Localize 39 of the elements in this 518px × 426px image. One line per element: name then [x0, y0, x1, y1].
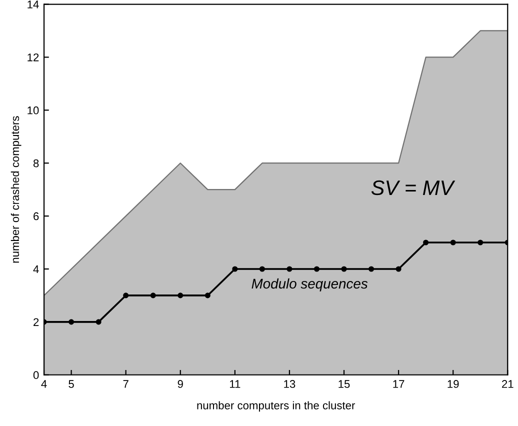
y-tick-label: 6 — [34, 212, 39, 220]
point — [423, 240, 429, 246]
x-tick-label: 13 — [284, 380, 296, 388]
y-tick-label: 4 — [33, 265, 39, 274]
x-axis-title: number computers in the cluster — [197, 401, 356, 412]
point — [150, 292, 156, 298]
point — [341, 266, 347, 272]
series-label: Modulo sequences — [252, 278, 368, 292]
x-tick-label: 17 — [393, 380, 404, 388]
y-tick-label: 8 — [33, 159, 39, 168]
point — [68, 319, 74, 325]
line-series — [44, 240, 508, 325]
y-tick-label: 0 — [33, 371, 39, 380]
point — [259, 266, 265, 272]
y-tick-label: 10 — [28, 106, 39, 114]
point — [96, 319, 102, 325]
point — [314, 266, 320, 272]
series-label: SV = MV — [371, 180, 456, 196]
x-tick-label: 11 — [230, 380, 240, 388]
point — [368, 266, 374, 272]
x-tick-label: 9 — [178, 380, 183, 388]
x-tick-label: 21 — [502, 380, 514, 388]
point — [232, 266, 238, 272]
point — [178, 292, 184, 298]
point — [204, 292, 210, 298]
y-tick-label: 12 — [28, 53, 39, 62]
y-tick-label: 2 — [34, 318, 39, 326]
x-tick-label: 5 — [68, 380, 74, 388]
point — [396, 266, 402, 272]
y-axis-title: number of crashed computers — [10, 116, 22, 263]
point — [286, 266, 292, 272]
y-tick-label: 14 — [28, 0, 39, 8]
x-tick-label: 7 — [123, 380, 128, 388]
point — [123, 292, 129, 298]
point — [450, 240, 456, 246]
x-tick-label: 4 — [41, 380, 47, 388]
x-tick-label: 19 — [448, 380, 459, 388]
x-tick-label: 15 — [338, 380, 350, 388]
point — [478, 240, 484, 246]
